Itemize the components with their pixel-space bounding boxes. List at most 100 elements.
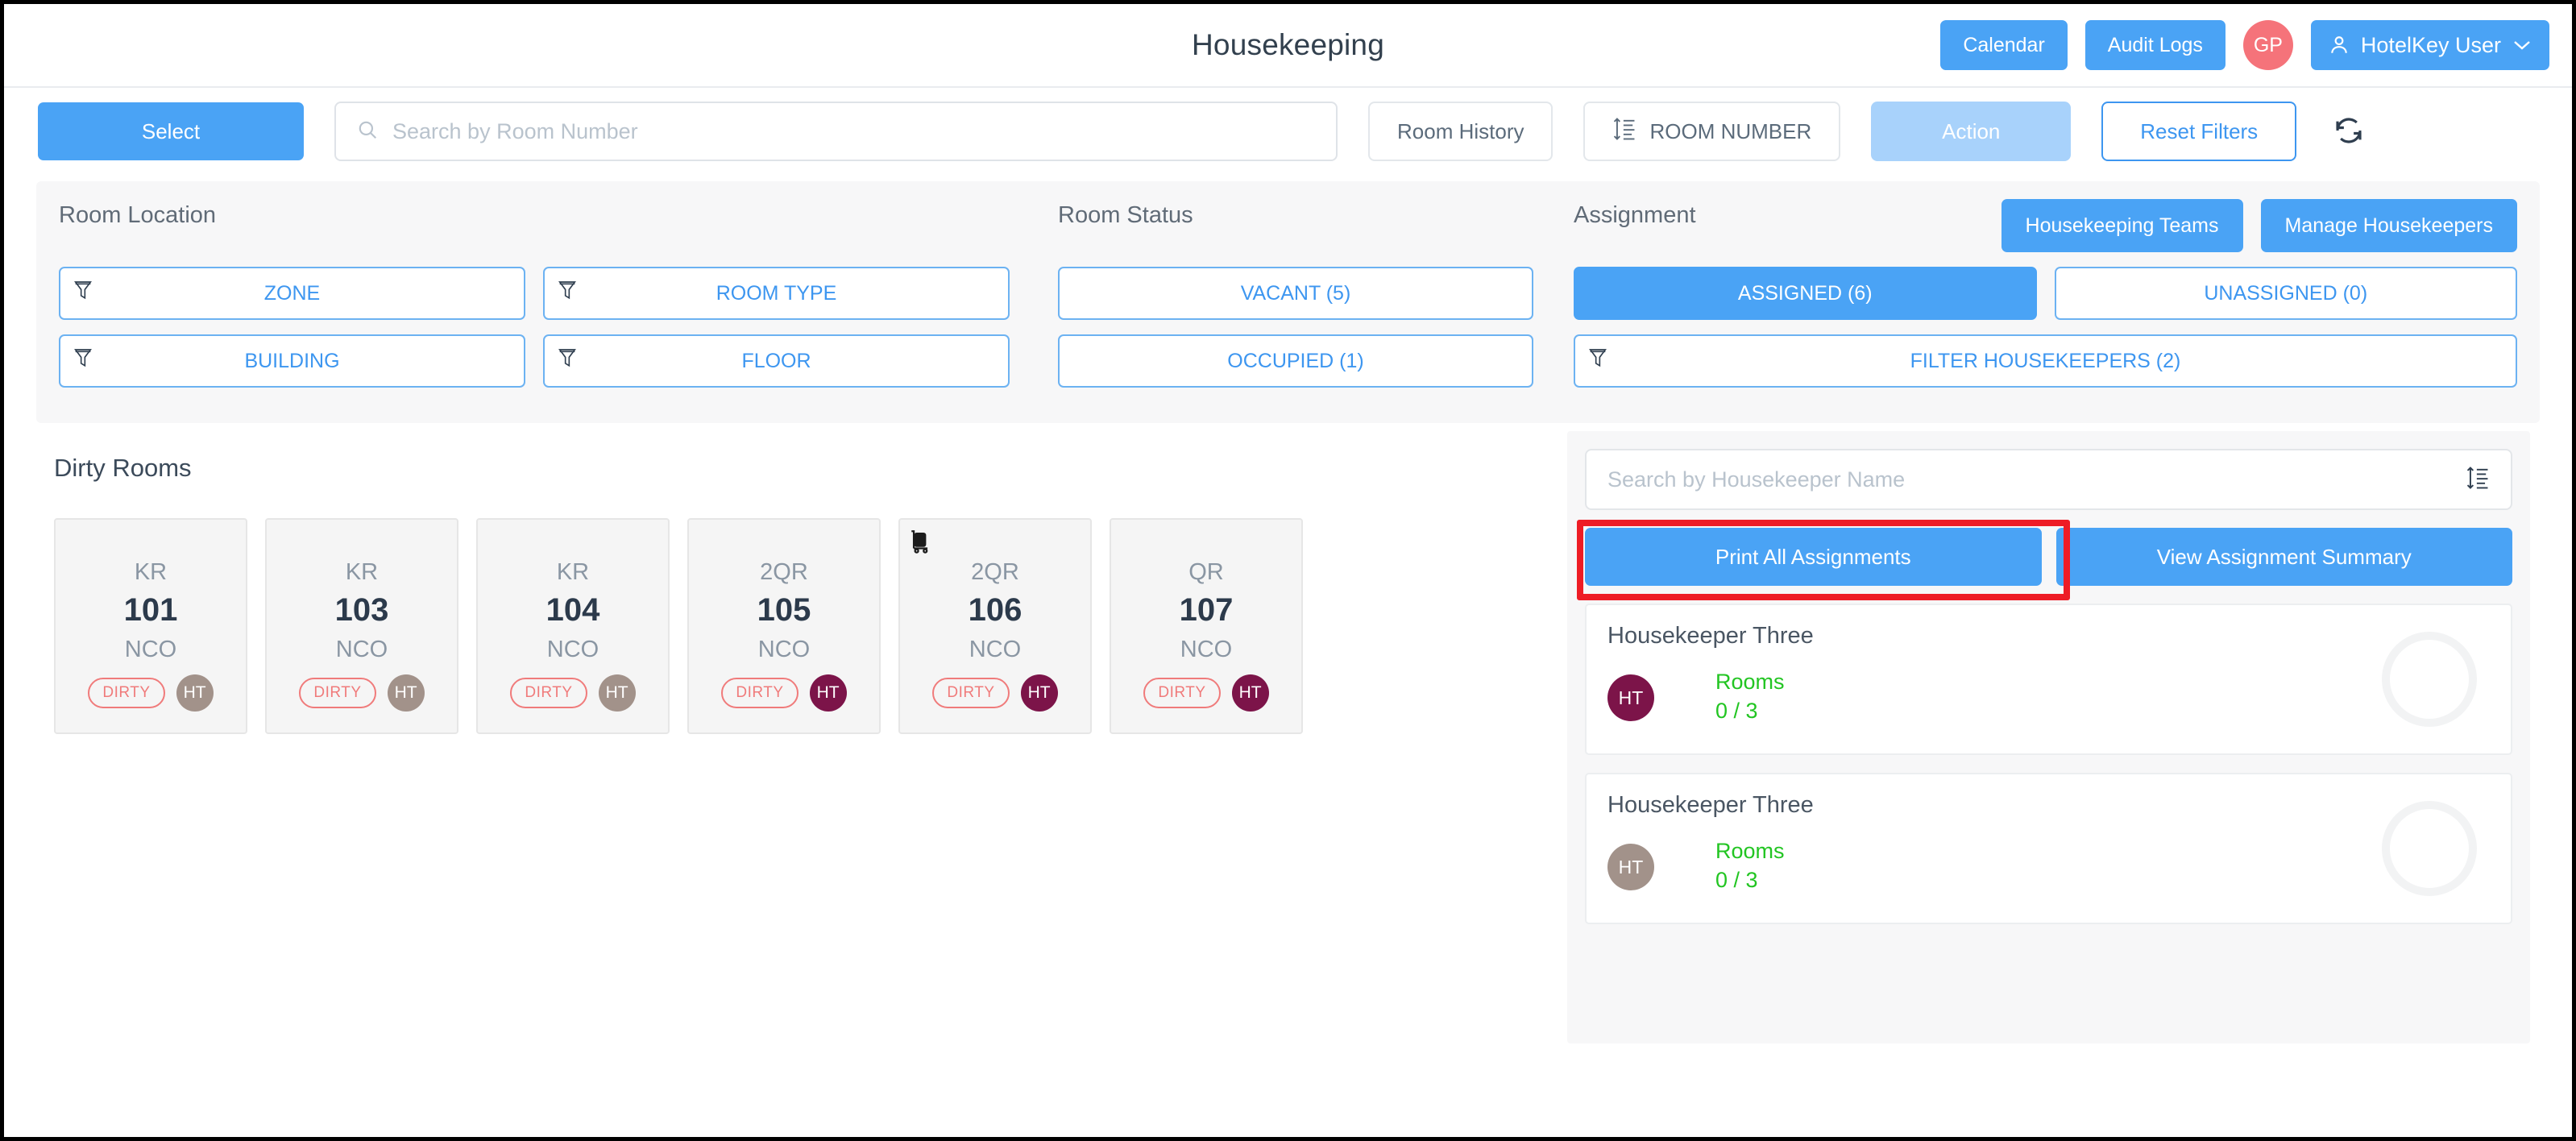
content-area: Dirty Rooms KR 101 NCO DIRTY HT KR 103 N… xyxy=(4,431,2572,1043)
room-card-footer: DIRTY HT xyxy=(932,674,1058,712)
room-status-code: NCO xyxy=(335,637,388,662)
housekeeper-search-field[interactable] xyxy=(1585,449,2512,510)
filter-room-type[interactable]: ROOM TYPE xyxy=(543,267,1010,320)
page-title: Housekeeping xyxy=(1192,28,1384,61)
room-card-grid: KR 101 NCO DIRTY HT KR 103 NCO DIRTY HT xyxy=(54,518,1559,734)
room-status-filters: VACANT (5) OCCUPIED (1) xyxy=(1058,267,1533,388)
housekeeper-card[interactable]: Housekeeper Three HT Rooms 0 / 3 xyxy=(1585,773,2512,924)
main-toolbar: Select Room History ROOM NUMBER Action R… xyxy=(4,88,2572,175)
view-assignment-summary-button[interactable]: View Assignment Summary xyxy=(2055,528,2512,586)
status-badge: DIRTY xyxy=(721,678,799,708)
filter-assigned[interactable]: ASSIGNED (6) xyxy=(1574,267,2037,320)
filter-floor-label: FLOOR xyxy=(741,349,811,372)
room-location-title: Room Location xyxy=(59,202,217,228)
housekeeper-name: Housekeeper Three xyxy=(1607,792,1814,818)
reset-filters-button[interactable]: Reset Filters xyxy=(2101,102,2297,161)
action-button[interactable]: Action xyxy=(1871,102,2072,161)
housekeeper-badge[interactable]: HT xyxy=(176,674,214,712)
room-history-button[interactable]: Room History xyxy=(1368,102,1553,161)
select-button[interactable]: Select xyxy=(38,102,304,160)
room-card[interactable]: KR 101 NCO DIRTY HT xyxy=(54,518,247,734)
housekeeper-card[interactable]: Housekeeper Three HT Rooms 0 / 3 xyxy=(1585,604,2512,755)
app-header: Housekeeping Calendar Audit Logs GP Hote… xyxy=(4,4,2572,88)
filter-room-type-label: ROOM TYPE xyxy=(716,281,837,305)
funnel-icon xyxy=(558,280,577,308)
housekeeper-badge[interactable]: HT xyxy=(387,674,425,712)
calendar-button[interactable]: Calendar xyxy=(1940,20,2068,70)
room-status-code: NCO xyxy=(124,637,177,662)
audit-logs-button[interactable]: Audit Logs xyxy=(2084,20,2225,70)
room-number-label: 104 xyxy=(545,592,600,628)
rooms-label: Rooms xyxy=(1715,839,1785,863)
housekeeper-badge[interactable]: HT xyxy=(598,674,636,712)
refresh-button[interactable] xyxy=(2327,109,2371,155)
status-badge: DIRTY xyxy=(1143,678,1221,708)
room-status-code: NCO xyxy=(969,637,1022,662)
filter-zone-label: ZONE xyxy=(263,281,321,305)
filter-occupied[interactable]: OCCUPIED (1) xyxy=(1058,334,1533,388)
room-type-label: 2QR xyxy=(971,559,1019,585)
room-number-label: 103 xyxy=(334,592,389,628)
room-card[interactable]: KR 103 NCO DIRTY HT xyxy=(265,518,458,734)
housekeeper-actions: Print All Assignments View Assignment Su… xyxy=(1585,528,2512,586)
rooms-count: 0 / 3 xyxy=(1715,699,1758,724)
housekeeping-teams-button[interactable]: Housekeeping Teams xyxy=(2001,199,2243,252)
user-menu[interactable]: HotelKey User xyxy=(2310,20,2549,70)
filter-building[interactable]: BUILDING xyxy=(59,334,525,388)
sort-room-number-button[interactable]: ROOM NUMBER xyxy=(1583,102,1841,161)
funnel-icon xyxy=(73,280,93,308)
room-card-footer: DIRTY HT xyxy=(88,674,214,712)
filter-vacant[interactable]: VACANT (5) xyxy=(1058,267,1533,320)
room-card-footer: DIRTY HT xyxy=(721,674,847,712)
search-input[interactable] xyxy=(392,118,1315,144)
room-status-code: NCO xyxy=(1180,637,1233,662)
room-type-label: 2QR xyxy=(760,559,808,585)
progress-ring xyxy=(2382,632,2477,727)
sort-icon[interactable] xyxy=(2466,464,2490,496)
room-card-footer: DIRTY HT xyxy=(1143,674,1269,712)
manage-housekeepers-button[interactable]: Manage Housekeepers xyxy=(2260,199,2517,252)
housekeeper-name: Housekeeper Three xyxy=(1607,623,1814,649)
filter-zone[interactable]: ZONE xyxy=(59,267,525,320)
status-badge: DIRTY xyxy=(932,678,1010,708)
room-card[interactable]: 2QR 105 NCO DIRTY HT xyxy=(687,518,881,734)
user-name-label: HotelKey User xyxy=(2360,32,2501,57)
luggage-cart-icon xyxy=(908,528,935,559)
housekeeper-search-input[interactable] xyxy=(1607,467,2466,492)
filter-housekeepers-label: FILTER HOUSEKEEPERS (2) xyxy=(1910,349,2181,372)
room-search-field[interactable] xyxy=(334,102,1338,161)
sort-label: ROOM NUMBER xyxy=(1649,118,1812,143)
sort-icon xyxy=(1612,115,1636,148)
room-status-code: NCO xyxy=(546,637,599,662)
housekeeper-badge[interactable]: HT xyxy=(1020,674,1058,712)
filter-unassigned[interactable]: UNASSIGNED (0) xyxy=(2054,267,2517,320)
status-badge: DIRTY xyxy=(299,678,376,708)
rooms-count: 0 / 3 xyxy=(1715,868,1758,893)
filter-building-label: BUILDING xyxy=(244,349,340,372)
dirty-rooms-pane: Dirty Rooms KR 101 NCO DIRTY HT KR 103 N… xyxy=(4,431,1559,1043)
room-card[interactable]: QR 107 NCO DIRTY HT xyxy=(1110,518,1303,734)
room-card[interactable]: KR 104 NCO DIRTY HT xyxy=(476,518,670,734)
housekeeper-rooms: Rooms 0 / 3 xyxy=(1715,669,1785,728)
status-badge: DIRTY xyxy=(88,678,165,708)
funnel-icon xyxy=(558,347,577,375)
status-badge: DIRTY xyxy=(510,678,587,708)
filter-housekeepers[interactable]: FILTER HOUSEKEEPERS (2) xyxy=(1574,334,2517,388)
housekeeper-badge[interactable]: HT xyxy=(809,674,847,712)
room-card[interactable]: 2QR 106 NCO DIRTY HT xyxy=(898,518,1092,734)
filter-floor[interactable]: FLOOR xyxy=(543,334,1010,388)
housekeeper-stats: HT Rooms 0 / 3 xyxy=(1607,669,2490,728)
search-icon xyxy=(357,119,378,144)
refresh-icon xyxy=(2332,114,2366,150)
filter-panel: Room Location ZONE ROOM TYPE xyxy=(36,181,2540,423)
assignment-filters: ASSIGNED (6) UNASSIGNED (0) FILTER HOUSE… xyxy=(1574,267,2517,388)
room-number-label: 107 xyxy=(1179,592,1234,628)
room-type-label: KR xyxy=(345,559,379,585)
print-all-assignments-button[interactable]: Print All Assignments xyxy=(1585,528,2042,586)
avatar[interactable]: GP xyxy=(2242,20,2293,70)
assignment-top-actions: Housekeeping Teams Manage Housekeepers xyxy=(2001,199,2517,252)
housekeeper-badge[interactable]: HT xyxy=(1231,674,1269,712)
room-status-code: NCO xyxy=(757,637,811,662)
rooms-label: Rooms xyxy=(1715,670,1785,694)
